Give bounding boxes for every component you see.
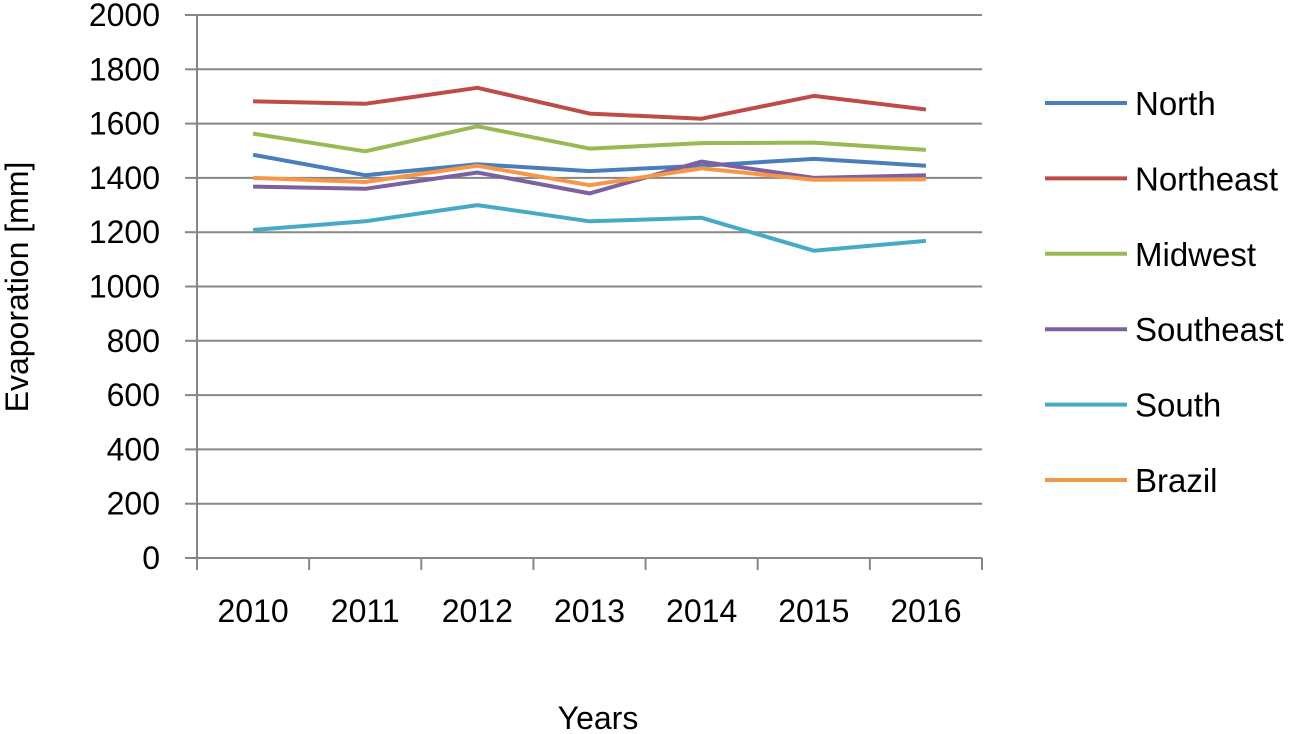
legend-label: North bbox=[1135, 85, 1216, 122]
y-tick-label: 1400 bbox=[89, 160, 160, 196]
y-tick-label: 0 bbox=[142, 540, 160, 576]
x-tick-label: 2013 bbox=[554, 593, 625, 629]
legend-label: Northeast bbox=[1135, 160, 1278, 197]
legend-item-south: South bbox=[1045, 387, 1221, 424]
series-line-north bbox=[252, 152, 927, 178]
y-tick-label: 200 bbox=[107, 486, 160, 522]
legend-item-southeast: Southeast bbox=[1045, 311, 1284, 348]
x-tick-label: 2010 bbox=[217, 593, 288, 629]
y-tick-label: 1000 bbox=[89, 269, 160, 305]
legend: North Northeast Midwest Southeast South Brazi… bbox=[1045, 85, 1284, 499]
legend-label: Brazil bbox=[1135, 462, 1218, 499]
legend-label: Southeast bbox=[1135, 311, 1284, 348]
series-line-northeast bbox=[253, 85, 927, 121]
x-axis-ticks: 2010 2011 2012 2013 2014 2015 2016 bbox=[196, 558, 983, 629]
x-tick-label: 2011 bbox=[331, 593, 400, 629]
series-line-midwest bbox=[252, 124, 927, 154]
x-tick-label: 2012 bbox=[442, 593, 513, 629]
series-line-south bbox=[252, 203, 927, 253]
legend-label: Midwest bbox=[1135, 236, 1256, 273]
legend-label: South bbox=[1135, 387, 1221, 424]
x-tick-label: 2016 bbox=[890, 593, 961, 629]
series-lines bbox=[252, 85, 927, 253]
x-tick-label: 2014 bbox=[666, 593, 737, 629]
x-axis-title: Years bbox=[558, 700, 639, 734]
series-line-brazil bbox=[253, 163, 926, 188]
y-tick-label: 2000 bbox=[89, 0, 160, 33]
y-tick-label: 1800 bbox=[89, 51, 160, 87]
legend-item-north: North bbox=[1045, 85, 1216, 122]
legend-item-brazil: Brazil bbox=[1045, 462, 1218, 499]
y-axis-title: Evaporation [mm] bbox=[0, 162, 35, 413]
y-axis-ticks: 0 200 400 600 800 1000 1200 1400 1600 1800 2000 bbox=[89, 0, 197, 576]
gridlines bbox=[197, 14, 982, 505]
x-tick-label: 2015 bbox=[778, 593, 849, 629]
y-tick-label: 1200 bbox=[89, 214, 160, 250]
y-tick-label: 600 bbox=[107, 377, 160, 413]
legend-item-midwest: Midwest bbox=[1045, 236, 1256, 273]
y-tick-label: 800 bbox=[107, 323, 160, 359]
legend-item-northeast: Northeast bbox=[1045, 160, 1278, 197]
y-tick-label: 400 bbox=[107, 431, 160, 467]
y-tick-label: 1600 bbox=[89, 106, 160, 142]
